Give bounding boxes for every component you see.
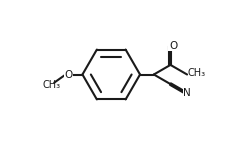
Text: N: N <box>183 88 191 98</box>
Text: CH₃: CH₃ <box>188 68 206 78</box>
Text: O: O <box>169 41 177 51</box>
Text: CH₃: CH₃ <box>42 80 60 90</box>
Text: O: O <box>65 69 73 80</box>
